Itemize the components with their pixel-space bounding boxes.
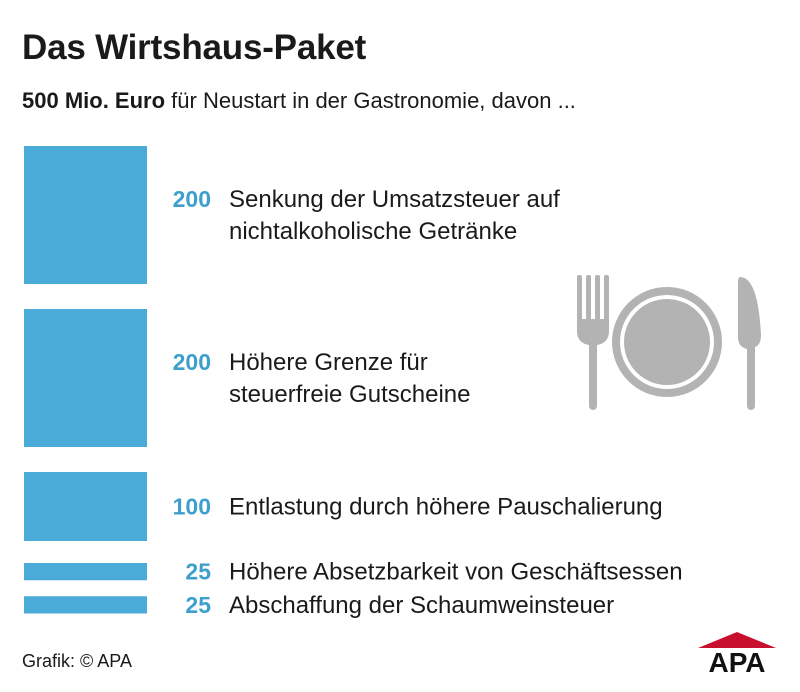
fork-plate-knife-icon bbox=[577, 275, 761, 410]
chart-subtitle: 500 Mio. Euro für Neustart in der Gastro… bbox=[22, 88, 576, 114]
bar-value-2: 100 bbox=[173, 494, 211, 520]
subtitle-amount: 500 Mio. Euro bbox=[22, 88, 166, 113]
bar-value-0: 200 bbox=[173, 186, 211, 212]
apa-logo-text: APA bbox=[708, 647, 765, 674]
bar-label-0-line-1: nichtalkoholische Getränke bbox=[229, 218, 517, 245]
bar-label-1-line-0: Höhere Grenze für bbox=[229, 349, 428, 376]
bar-4 bbox=[24, 596, 147, 614]
bar-2 bbox=[24, 472, 147, 541]
source-credit: Grafik: © APA bbox=[22, 651, 132, 671]
bar-3 bbox=[24, 563, 147, 581]
bar-value-1: 200 bbox=[173, 349, 211, 375]
bar-label-2-line-0: Entlastung durch höhere Pauschalierung bbox=[229, 494, 663, 521]
bar-label-0-line-0: Senkung der Umsatzsteuer auf bbox=[229, 186, 560, 213]
bar-1 bbox=[24, 309, 147, 447]
bar-value-3: 25 bbox=[185, 559, 211, 585]
subtitle-text: für Neustart in der Gastronomie, davon .… bbox=[171, 88, 576, 113]
chart-title: Das Wirtshaus-Paket bbox=[22, 28, 367, 67]
apa-logo: APA bbox=[698, 632, 776, 674]
bar-label-4-line-0: Abschaffung der Schaumweinsteuer bbox=[229, 592, 614, 619]
bar-label-3-line-0: Höhere Absetzbarkeit von Geschäftsessen bbox=[229, 559, 683, 586]
bar-value-4: 25 bbox=[185, 592, 211, 618]
bar-label-1-line-1: steuerfreie Gutscheine bbox=[229, 381, 470, 408]
bar-0 bbox=[24, 146, 147, 284]
